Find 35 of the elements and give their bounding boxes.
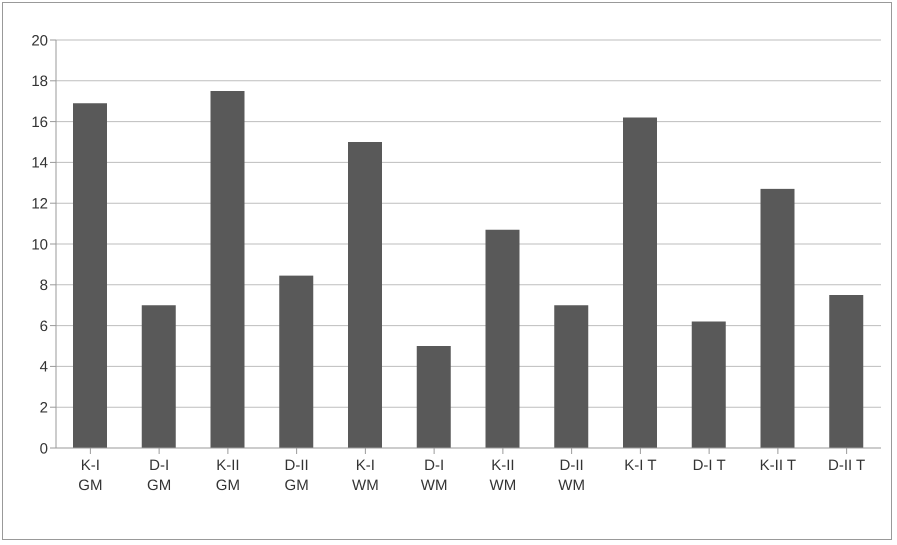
x-tick-label: D-II GM xyxy=(284,457,309,494)
y-tick-label: 0 xyxy=(40,440,48,458)
x-tick-label: K-II GM xyxy=(216,457,240,494)
x-tick-label: D-II T xyxy=(828,457,866,474)
y-tick-label: 16 xyxy=(31,114,48,131)
bar xyxy=(760,188,794,448)
bar xyxy=(623,118,657,448)
bar xyxy=(279,276,314,448)
x-tick-label: D-I GM xyxy=(147,457,172,494)
y-tick-label: 14 xyxy=(31,154,48,172)
y-tick-label: 20 xyxy=(31,32,48,50)
y-tick-label: 10 xyxy=(31,236,48,254)
x-tick-label: K-I GM xyxy=(78,457,102,494)
bar xyxy=(554,305,588,448)
bar xyxy=(210,91,244,448)
y-tick-label: 18 xyxy=(31,73,48,90)
x-tick-label: K-II T xyxy=(760,457,796,474)
bar xyxy=(73,103,107,448)
bar xyxy=(692,322,726,448)
bar xyxy=(142,305,176,448)
y-tick-label: 6 xyxy=(40,318,48,335)
x-tick-label: D-II WM xyxy=(558,457,585,494)
x-tick-label: D-I WM xyxy=(420,457,448,494)
x-tick-label: K-I T xyxy=(624,457,656,474)
y-tick-label: 2 xyxy=(40,400,48,417)
x-tick-label: K-II WM xyxy=(490,457,516,494)
y-tick-label: 12 xyxy=(31,196,48,213)
bar xyxy=(486,230,520,448)
y-tick-label: 4 xyxy=(40,358,48,376)
bar xyxy=(829,295,864,448)
bar xyxy=(416,346,451,448)
bar xyxy=(348,142,382,448)
x-tick-label: D-I T xyxy=(692,457,726,474)
y-tick-label: 8 xyxy=(40,277,48,294)
x-tick-label: K-I WM xyxy=(352,457,379,494)
